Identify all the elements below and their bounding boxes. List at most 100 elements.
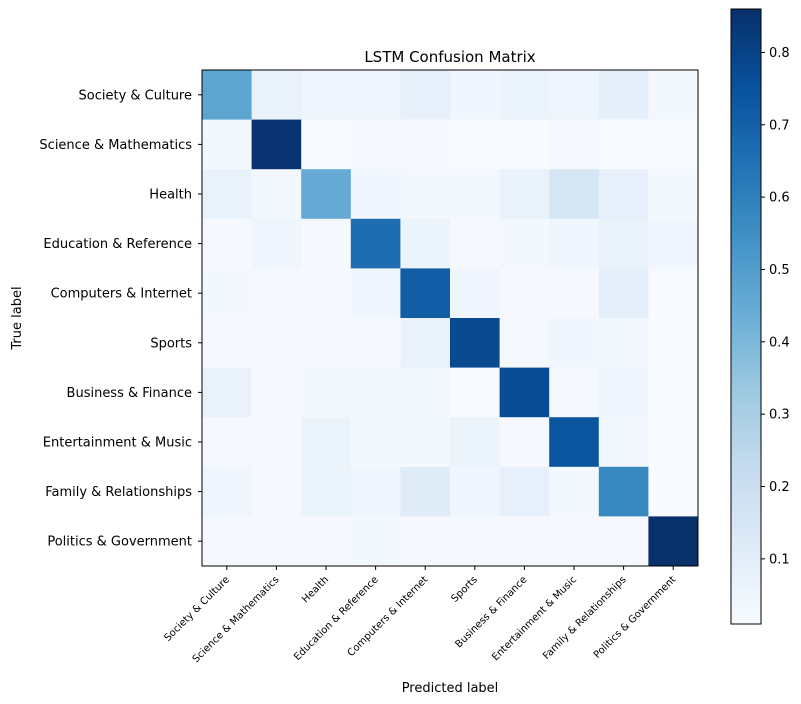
heatmap-cell <box>350 169 401 220</box>
colorbar-tick-label: 0.5 <box>769 263 790 278</box>
heatmap-cell <box>400 417 451 468</box>
heatmap-cell <box>301 119 352 170</box>
y-tick-label: Politics & Government <box>47 535 192 550</box>
heatmap-cell <box>202 466 253 517</box>
heatmap-cell <box>499 318 550 369</box>
colorbar <box>730 8 762 625</box>
heatmap-cell <box>202 367 253 418</box>
heatmap-cell <box>450 70 501 121</box>
heatmap-cell <box>350 466 401 517</box>
heatmap-cell <box>598 119 649 170</box>
heatmap-cell <box>202 169 253 220</box>
x-tick-label: Computers & Internet <box>346 574 431 659</box>
x-tick-label: Family & Relationships <box>541 574 629 662</box>
heatmap-cell <box>499 169 550 220</box>
heatmap-cell <box>202 218 253 269</box>
y-tick-label: Society & Culture <box>79 88 192 103</box>
heatmap-cell <box>400 218 451 269</box>
heatmap-cell <box>350 119 401 170</box>
heatmap-cell <box>301 516 352 567</box>
colorbar-tick-label: 0.8 <box>769 46 790 61</box>
heatmap-cell <box>251 516 302 567</box>
heatmap-cell <box>648 70 699 121</box>
heatmap-cell <box>400 466 451 517</box>
heatmap-cell <box>648 268 699 319</box>
heatmap-cell <box>499 466 550 517</box>
heatmap-cell <box>549 417 600 468</box>
x-tick-label: Science & Mathematics <box>191 574 282 665</box>
heatmap-cell <box>251 466 302 517</box>
heatmap-cell <box>499 516 550 567</box>
heatmap-cell <box>251 119 302 170</box>
plot-frame <box>201 69 699 567</box>
heatmap-cell <box>350 318 401 369</box>
heatmap-cell <box>350 417 401 468</box>
heatmap-cell <box>499 70 550 121</box>
heatmap-cell <box>350 268 401 319</box>
x-tick-label: Health <box>300 574 331 605</box>
heatmap-cell <box>549 70 600 121</box>
heatmap-cells <box>202 70 699 567</box>
heatmap-cell <box>251 218 302 269</box>
heatmap-cell <box>251 367 302 418</box>
heatmap-cell <box>301 367 352 418</box>
heatmap-cell <box>301 466 352 517</box>
heatmap-cell <box>301 417 352 468</box>
heatmap-cell <box>549 367 600 418</box>
x-tick-label: Entertainment & Music <box>490 574 579 663</box>
heatmap-cell <box>202 268 253 319</box>
heatmap-cell <box>251 169 302 220</box>
heatmap-cell <box>450 466 501 517</box>
heatmap-cell <box>202 70 253 121</box>
y-tick-label: Science & Mathematics <box>39 138 192 153</box>
heatmap-cell <box>598 417 649 468</box>
heatmap-cell <box>450 119 501 170</box>
heatmap-cell <box>549 466 600 517</box>
colorbar-tick-label: 0.7 <box>769 118 790 133</box>
heatmap-cell <box>549 169 600 220</box>
y-tick-label: Sports <box>150 336 192 351</box>
heatmap-cell <box>350 70 401 121</box>
heatmap-cell <box>301 318 352 369</box>
heatmap-cell <box>400 70 451 121</box>
heatmap-cell <box>450 318 501 369</box>
heatmap-cell <box>549 318 600 369</box>
heatmap-cell <box>499 417 550 468</box>
heatmap-cell <box>450 516 501 567</box>
heatmap-cell <box>202 119 253 170</box>
heatmap-cell <box>648 516 699 567</box>
heatmap-cell <box>251 417 302 468</box>
heatmap-cell <box>251 268 302 319</box>
colorbar-tick-label: 0.3 <box>769 408 790 423</box>
y-tick-label: Health <box>149 188 192 203</box>
heatmap-cell <box>549 268 600 319</box>
x-tick-label: Education & Reference <box>292 574 381 663</box>
colorbar-tick-label: 0.4 <box>769 335 790 350</box>
heatmap-cell <box>648 466 699 517</box>
heatmap-cell <box>301 70 352 121</box>
heatmap-cell <box>301 268 352 319</box>
heatmap-cell <box>350 218 401 269</box>
heatmap-cell <box>598 318 649 369</box>
heatmap-cell <box>202 318 253 369</box>
y-tick-label: Entertainment & Music <box>43 436 192 451</box>
colorbar-tick-label: 0.2 <box>769 480 790 495</box>
colorbar-tick-label: 0.6 <box>769 191 790 206</box>
heatmap-cell <box>202 417 253 468</box>
heatmap-cell <box>549 516 600 567</box>
y-tick-label: Business & Finance <box>67 386 192 401</box>
heatmap-cell <box>648 417 699 468</box>
heatmap-cell <box>400 268 451 319</box>
heatmap-cell <box>450 218 501 269</box>
heatmap-cell <box>598 516 649 567</box>
heatmap-cell <box>549 119 600 170</box>
y-tick-label: Computers & Internet <box>51 287 192 302</box>
heatmap-cell <box>648 367 699 418</box>
heatmap-cell <box>400 318 451 369</box>
colorbar-ticks: 0.1 0.2 0.3 0.4 0.5 0.6 0.7 0.8 <box>761 46 790 567</box>
heatmap-cell <box>648 169 699 220</box>
heatmap-cell <box>202 516 253 567</box>
heatmap-cell <box>598 268 649 319</box>
